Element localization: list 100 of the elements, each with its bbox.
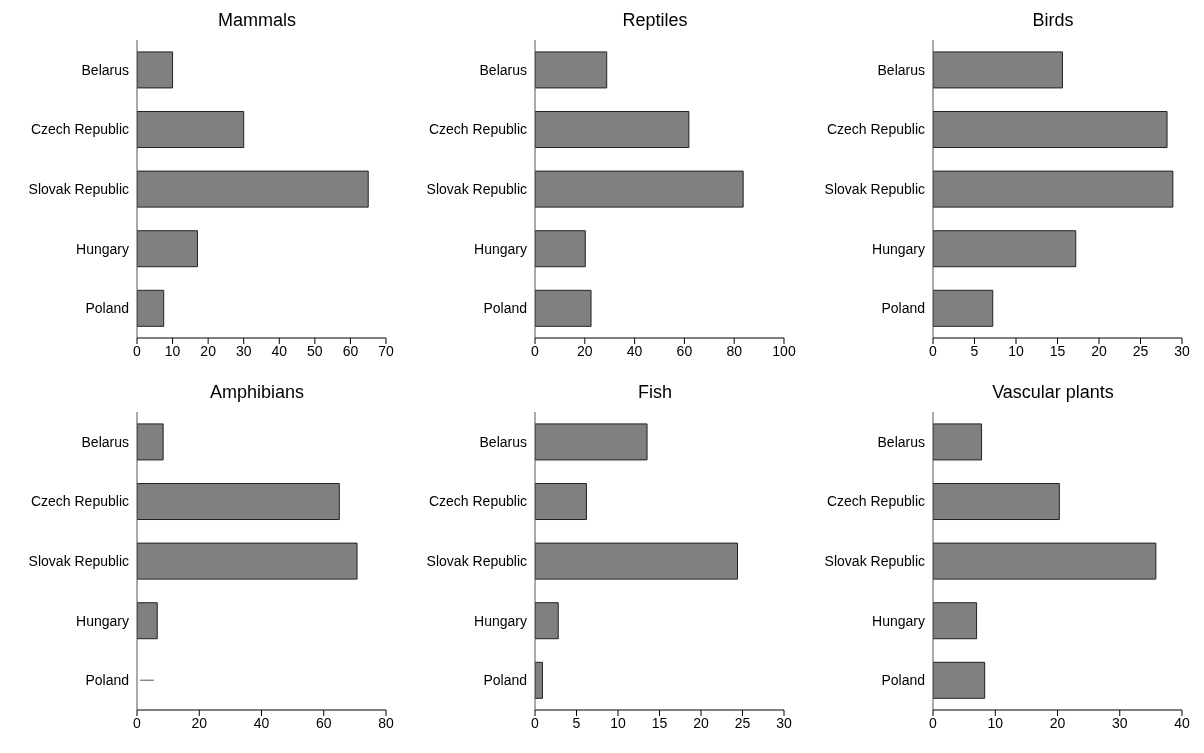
y-tick-label: Hungary bbox=[474, 240, 527, 257]
x-tick-label: 0 bbox=[133, 342, 142, 359]
x-tick-label: 40 bbox=[626, 342, 643, 359]
y-tick-label: Poland bbox=[483, 672, 527, 689]
bar bbox=[933, 602, 978, 640]
x-tick-label: 0 bbox=[929, 342, 938, 359]
x-tick-label: 0 bbox=[531, 342, 540, 359]
x-tick-label: 60 bbox=[676, 342, 693, 359]
bar bbox=[933, 423, 983, 461]
x-tick-label: 30 bbox=[776, 714, 792, 731]
y-tick-label: Slovak Republic bbox=[426, 181, 527, 197]
x-tick-label: 20 bbox=[693, 714, 709, 731]
y-tick-label: Czech Republic bbox=[428, 493, 527, 510]
bar bbox=[933, 111, 1168, 149]
x-tick-label: 20 bbox=[1049, 714, 1066, 731]
x-tick-label: 10 bbox=[987, 714, 1004, 731]
y-tick-label: Czech Republic bbox=[428, 121, 527, 138]
x-tick-label: 40 bbox=[253, 714, 270, 731]
y-tick-label: Poland bbox=[85, 672, 129, 689]
y-tick-label: Belarus bbox=[877, 61, 925, 78]
bar bbox=[933, 51, 1063, 89]
y-tick-label: Hungary bbox=[76, 240, 129, 257]
x-tick-label: 20 bbox=[200, 342, 217, 359]
y-tick-label: Poland bbox=[483, 300, 527, 317]
x-tick-label: 40 bbox=[271, 342, 288, 359]
y-tick-label: Hungary bbox=[872, 240, 925, 257]
x-tick-label: 50 bbox=[307, 342, 323, 359]
bar bbox=[933, 542, 1157, 580]
chart-title: Birds bbox=[1031, 9, 1075, 32]
y-tick-label: Slovak Republic bbox=[28, 553, 129, 569]
x-tick-label: 60 bbox=[342, 342, 359, 359]
x-tick-label: 70 bbox=[378, 342, 394, 359]
y-tick-label: Slovak Republic bbox=[426, 553, 527, 569]
y-tick-label: Belarus bbox=[81, 433, 129, 450]
bar bbox=[137, 170, 369, 208]
y-tick-label: Slovak Republic bbox=[824, 553, 925, 569]
x-tick-label: 40 bbox=[1174, 714, 1190, 731]
x-tick-label: 0 bbox=[133, 714, 142, 731]
bar bbox=[535, 111, 690, 149]
bar bbox=[137, 51, 174, 89]
y-tick-label: Belarus bbox=[479, 433, 527, 450]
y-tick-label: Poland bbox=[881, 672, 925, 689]
bar bbox=[535, 170, 744, 208]
bar bbox=[137, 483, 340, 521]
chart-title: Vascular plants bbox=[991, 381, 1115, 404]
x-tick-label: 25 bbox=[1132, 342, 1149, 359]
x-tick-label: 80 bbox=[726, 342, 743, 359]
chart-title: Mammals bbox=[217, 9, 297, 32]
x-tick-label: 20 bbox=[577, 342, 593, 359]
x-tick-label: 20 bbox=[191, 714, 208, 731]
bar bbox=[933, 289, 994, 327]
x-tick-label: 30 bbox=[1174, 342, 1190, 359]
y-tick-label: Hungary bbox=[76, 612, 129, 629]
bar bbox=[137, 230, 198, 268]
x-tick-label: 0 bbox=[531, 714, 540, 731]
y-tick-label: Slovak Republic bbox=[28, 181, 129, 197]
y-tick-label: Czech Republic bbox=[30, 493, 129, 510]
bar bbox=[137, 111, 245, 149]
chart-title: Fish bbox=[637, 381, 673, 404]
x-tick-label: 10 bbox=[610, 714, 626, 731]
x-tick-label: 10 bbox=[164, 342, 181, 359]
x-tick-label: 30 bbox=[235, 342, 252, 359]
bar bbox=[535, 230, 586, 268]
bar bbox=[535, 542, 739, 580]
bar bbox=[137, 542, 358, 580]
x-tick-label: 25 bbox=[734, 714, 751, 731]
bar bbox=[137, 289, 165, 327]
y-tick-label: Czech Republic bbox=[826, 121, 925, 138]
x-tick-label: 5 bbox=[970, 342, 979, 359]
y-tick-label: Hungary bbox=[474, 612, 527, 629]
y-tick-label: Belarus bbox=[877, 433, 925, 450]
bar bbox=[535, 423, 648, 461]
x-tick-label: 15 bbox=[1049, 342, 1066, 359]
y-tick-label: Slovak Republic bbox=[824, 181, 925, 197]
y-tick-label: Poland bbox=[85, 300, 129, 317]
bar bbox=[535, 483, 587, 521]
y-tick-label: Czech Republic bbox=[30, 121, 129, 138]
y-tick-label: Poland bbox=[881, 300, 925, 317]
x-tick-label: 100 bbox=[772, 342, 796, 359]
y-tick-label: Belarus bbox=[479, 61, 527, 78]
x-tick-label: 60 bbox=[315, 714, 332, 731]
chart-title: Amphibians bbox=[208, 381, 306, 404]
x-tick-label: 80 bbox=[378, 714, 394, 731]
bar bbox=[535, 51, 608, 89]
chart-title: Reptiles bbox=[621, 9, 689, 32]
y-tick-label: Belarus bbox=[81, 61, 129, 78]
bar bbox=[137, 423, 164, 461]
x-tick-label: 30 bbox=[1111, 714, 1128, 731]
bar bbox=[933, 170, 1174, 208]
bar bbox=[933, 483, 1060, 521]
x-tick-label: 10 bbox=[1008, 342, 1024, 359]
x-tick-label: 20 bbox=[1091, 342, 1107, 359]
x-tick-label: 15 bbox=[651, 714, 668, 731]
x-tick-label: 0 bbox=[929, 714, 938, 731]
bar bbox=[933, 230, 1077, 268]
y-tick-label: Czech Republic bbox=[826, 493, 925, 510]
y-tick-label: Hungary bbox=[872, 612, 925, 629]
bar bbox=[535, 602, 559, 640]
bar bbox=[535, 289, 592, 327]
x-tick-label: 5 bbox=[572, 714, 581, 731]
